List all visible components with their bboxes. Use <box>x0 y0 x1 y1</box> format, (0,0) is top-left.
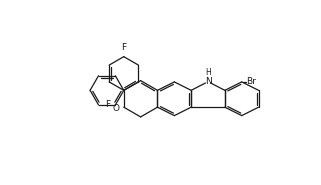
Text: N: N <box>205 77 212 86</box>
Text: Br: Br <box>247 77 256 86</box>
Text: H: H <box>205 68 211 77</box>
Text: O: O <box>113 104 120 113</box>
Text: F: F <box>121 43 126 52</box>
Text: F: F <box>106 100 111 110</box>
